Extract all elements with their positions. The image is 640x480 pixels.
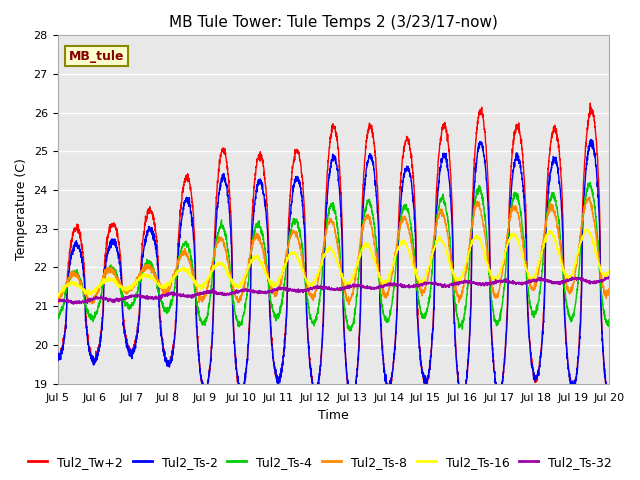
X-axis label: Time: Time <box>318 409 349 422</box>
Title: MB Tule Tower: Tule Temps 2 (3/23/17-now): MB Tule Tower: Tule Temps 2 (3/23/17-now… <box>169 15 498 30</box>
Legend: Tul2_Tw+2, Tul2_Ts-2, Tul2_Ts-4, Tul2_Ts-8, Tul2_Ts-16, Tul2_Ts-32: Tul2_Tw+2, Tul2_Ts-2, Tul2_Ts-4, Tul2_Ts… <box>23 451 617 474</box>
Y-axis label: Temperature (C): Temperature (C) <box>15 158 28 260</box>
Text: MB_tule: MB_tule <box>68 50 124 63</box>
